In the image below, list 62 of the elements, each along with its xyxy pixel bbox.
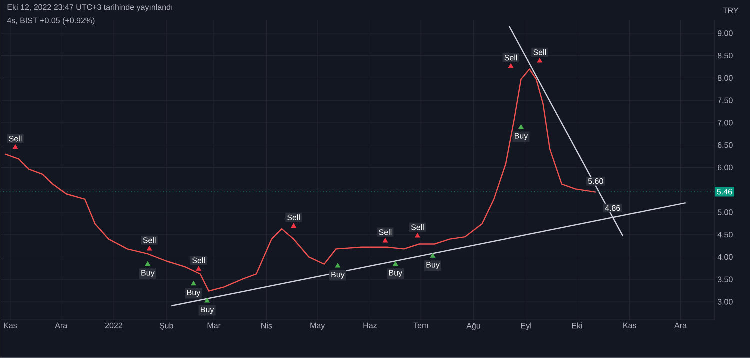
annotation: Sell [192,258,205,264]
x-tick-label: Mar [208,322,221,328]
annotation: Buy [201,307,214,314]
point [518,124,524,130]
x-tick-label: Haz [364,322,377,328]
point [393,262,398,266]
y-tick-label: 6.00 [718,164,733,171]
y-tick-label: 8.00 [718,75,733,82]
ref-line-label: 5.46 [717,189,732,195]
x-tick-label: Tem [414,322,428,328]
annotation: Buy [514,133,528,141]
annotation: Sell [143,237,156,244]
y-tick-label: 6.50 [718,142,733,148]
x-tick-label: Ara [55,322,68,328]
annotation: Sell [288,214,300,221]
annotation: Sell [411,224,424,230]
annotation: Buy [426,262,440,270]
point [537,58,542,63]
annotation: Sell [379,229,392,236]
annotation: Sell [534,49,546,56]
point [191,281,196,286]
x-tick-label: Ara [674,322,687,328]
annotation: Buy [142,270,155,278]
point [508,64,514,68]
point [430,253,436,258]
point [12,144,18,150]
annotation: Sell [504,54,518,61]
y-tick-label: 7.50 [718,98,733,104]
y-tick-label: 4.50 [718,232,733,238]
x-tick-label: Eki [572,322,582,329]
x-tick-label: 2022 [105,322,122,329]
y-tick-label: 7.00 [718,120,733,126]
annotation: 5.60 [588,178,604,184]
annotation: 4.86 [605,205,620,212]
chart-title: Eki 12, 2022 23:47 UTC+3 tarihinde yayınlandı [8,4,172,12]
y-tick-label: 8.50 [718,53,733,59]
point [382,238,388,243]
y-tick-label: 4.00 [718,254,733,260]
chart-subtitle: 4s, BIST +0.05 (+0.92%) [7,18,95,26]
point [147,246,152,251]
annotation: Sell [9,136,22,142]
x-tick-label: Eyl [521,322,532,330]
point [415,233,420,238]
x-tick-label: Nis [262,322,272,329]
y-tick-label: 3.50 [718,276,733,283]
point [204,298,210,303]
y-tick-label: 9.00 [718,30,733,36]
y-tick-label: 3.00 [718,299,733,305]
y-axis-title: TRY [723,8,739,14]
annotation: Buy [187,290,201,298]
y-tick-label: 5.00 [718,210,733,216]
x-tick-label: Kas [624,322,636,328]
point [335,263,341,268]
x-tick-label: Ağu [466,322,480,330]
point [145,262,150,266]
point [196,266,202,271]
x-tick-label: May [310,322,326,330]
annotation: Buy [332,272,345,280]
annotation: Buy [389,270,403,278]
x-tick-label: Şub [160,322,174,330]
x-tick-label: Kas [4,322,18,328]
point [291,223,296,228]
